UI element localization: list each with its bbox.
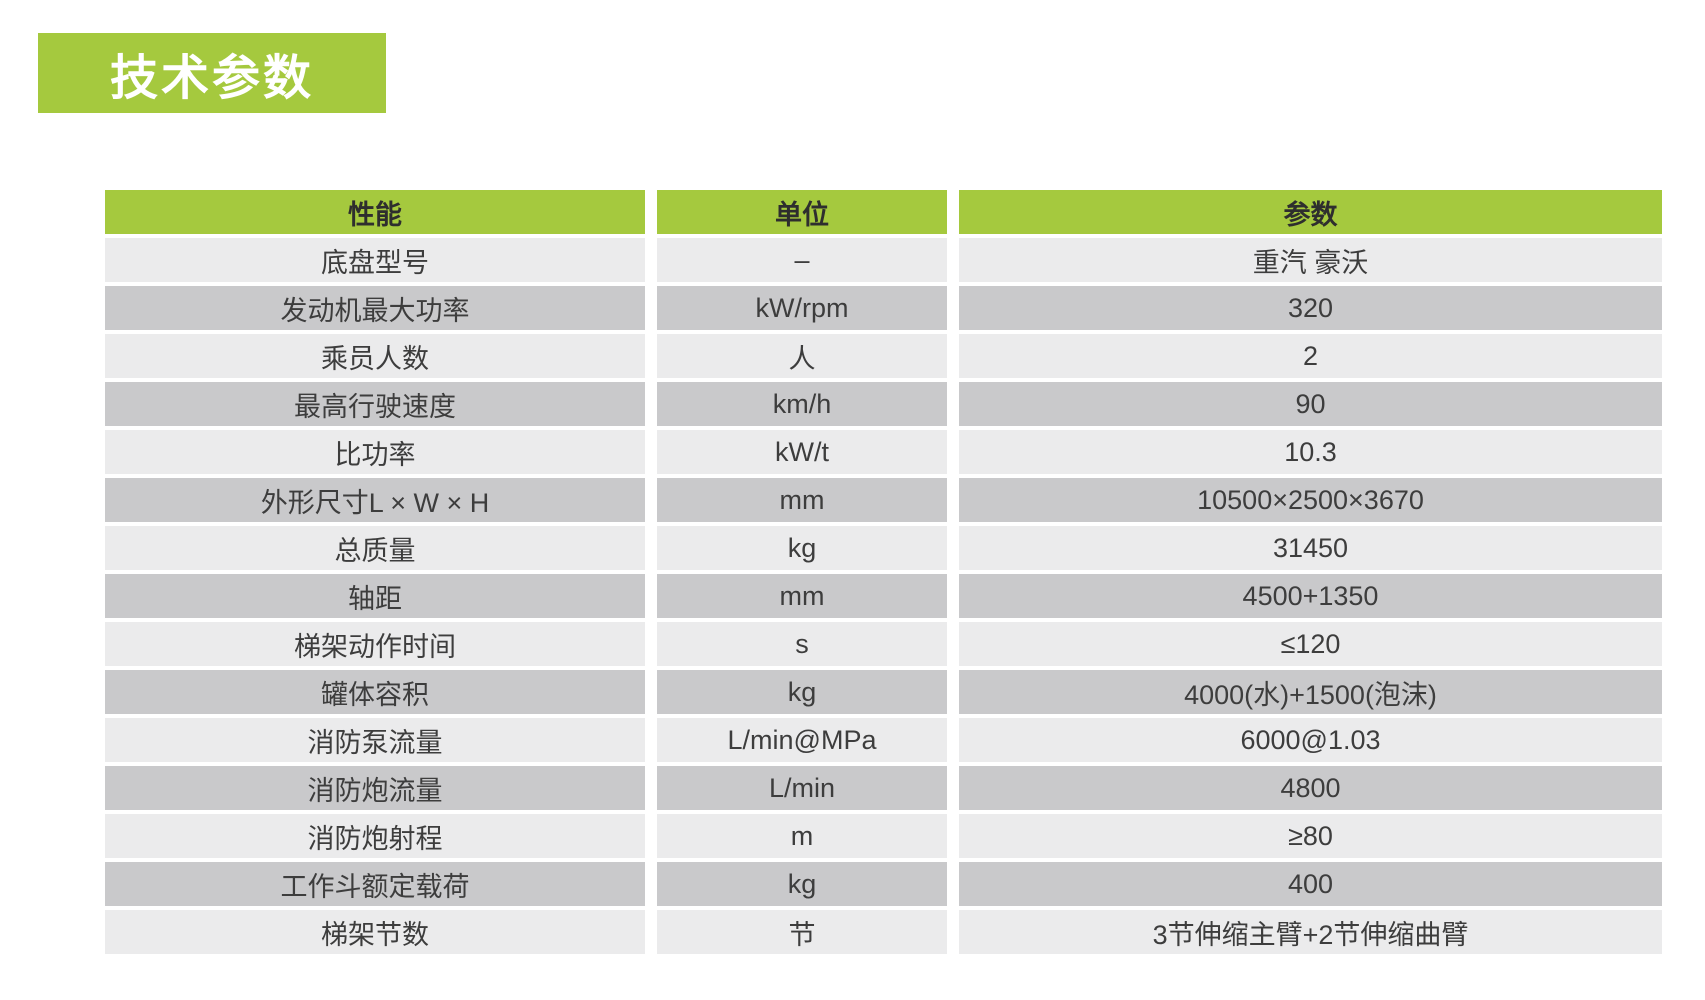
cell-performance: 消防炮流量 [105, 766, 645, 810]
cell-performance: 最高行驶速度 [105, 382, 645, 426]
cell-unit: kW/rpm [657, 286, 947, 330]
cell-parameter: 90 [959, 382, 1662, 426]
cell-parameter: 4000(水)+1500(泡沫) [959, 670, 1662, 714]
table-row: 梯架节数 节 3节伸缩主臂+2节伸缩曲臂 [105, 910, 1662, 954]
table-row: 消防炮流量 L/min 4800 [105, 766, 1662, 810]
cell-performance: 梯架动作时间 [105, 622, 645, 666]
cell-performance: 发动机最大功率 [105, 286, 645, 330]
cell-parameter: 10.3 [959, 430, 1662, 474]
cell-parameter: ≥80 [959, 814, 1662, 858]
table-row: 乘员人数 人 2 [105, 334, 1662, 378]
cell-performance: 底盘型号 [105, 238, 645, 282]
cell-unit: 人 [657, 334, 947, 378]
cell-performance: 比功率 [105, 430, 645, 474]
cell-unit: m [657, 814, 947, 858]
cell-unit: 节 [657, 910, 947, 954]
cell-unit: mm [657, 478, 947, 522]
cell-parameter: 4500+1350 [959, 574, 1662, 618]
table-row: 最高行驶速度 km/h 90 [105, 382, 1662, 426]
cell-parameter: 6000@1.03 [959, 718, 1662, 762]
cell-performance: 总质量 [105, 526, 645, 570]
cell-parameter: 320 [959, 286, 1662, 330]
table-row: 消防泵流量 L/min@MPa 6000@1.03 [105, 718, 1662, 762]
cell-unit: km/h [657, 382, 947, 426]
table-header-performance: 性能 [105, 190, 645, 234]
table-row: 工作斗额定载荷 kg 400 [105, 862, 1662, 906]
page-title: 技术参数 [38, 33, 386, 113]
cell-unit: – [657, 238, 947, 282]
table-row: 发动机最大功率 kW/rpm 320 [105, 286, 1662, 330]
table-header-parameter: 参数 [959, 190, 1662, 234]
cell-unit: mm [657, 574, 947, 618]
table-body: 底盘型号 – 重汽 豪沃 发动机最大功率 kW/rpm 320 乘员人数 人 2… [105, 238, 1662, 954]
table-row: 底盘型号 – 重汽 豪沃 [105, 238, 1662, 282]
cell-performance: 轴距 [105, 574, 645, 618]
cell-performance: 外形尺寸L × W × H [105, 478, 645, 522]
cell-unit: kg [657, 526, 947, 570]
table-row: 轴距 mm 4500+1350 [105, 574, 1662, 618]
cell-parameter: 400 [959, 862, 1662, 906]
cell-parameter: 3节伸缩主臂+2节伸缩曲臂 [959, 910, 1662, 954]
table-header-unit: 单位 [657, 190, 947, 234]
table-row: 比功率 kW/t 10.3 [105, 430, 1662, 474]
cell-performance: 梯架节数 [105, 910, 645, 954]
table-row: 消防炮射程 m ≥80 [105, 814, 1662, 858]
cell-unit: kg [657, 670, 947, 714]
cell-unit: s [657, 622, 947, 666]
cell-unit: L/min@MPa [657, 718, 947, 762]
cell-unit: kW/t [657, 430, 947, 474]
cell-parameter: 2 [959, 334, 1662, 378]
cell-unit: kg [657, 862, 947, 906]
cell-parameter: 31450 [959, 526, 1662, 570]
cell-performance: 消防炮射程 [105, 814, 645, 858]
table-row: 梯架动作时间 s ≤120 [105, 622, 1662, 666]
table-row: 总质量 kg 31450 [105, 526, 1662, 570]
cell-performance: 消防泵流量 [105, 718, 645, 762]
cell-parameter: 4800 [959, 766, 1662, 810]
cell-performance: 罐体容积 [105, 670, 645, 714]
cell-parameter: 重汽 豪沃 [959, 238, 1662, 282]
cell-unit: L/min [657, 766, 947, 810]
cell-performance: 乘员人数 [105, 334, 645, 378]
cell-parameter: ≤120 [959, 622, 1662, 666]
table-row: 外形尺寸L × W × H mm 10500×2500×3670 [105, 478, 1662, 522]
table-row: 罐体容积 kg 4000(水)+1500(泡沫) [105, 670, 1662, 714]
spec-table: 性能 单位 参数 底盘型号 – 重汽 豪沃 发动机最大功率 kW/rpm 320… [105, 190, 1662, 958]
table-header-row: 性能 单位 参数 [105, 190, 1662, 234]
cell-performance: 工作斗额定载荷 [105, 862, 645, 906]
cell-parameter: 10500×2500×3670 [959, 478, 1662, 522]
